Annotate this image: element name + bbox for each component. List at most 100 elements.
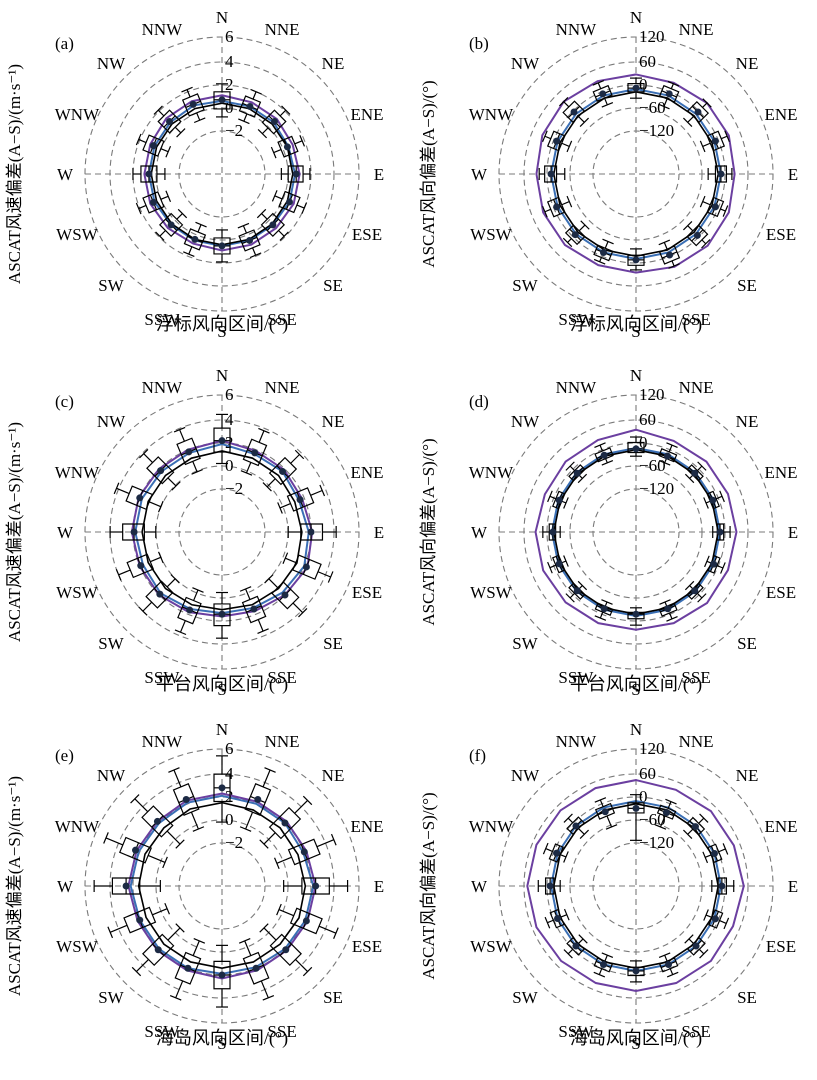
whisker-cap bbox=[175, 839, 185, 849]
mean-marker bbox=[132, 846, 140, 854]
direction-label: E bbox=[788, 165, 798, 184]
direction-label: SE bbox=[737, 988, 757, 1007]
box-nne bbox=[658, 442, 678, 466]
box-body bbox=[286, 487, 315, 512]
box-sse bbox=[237, 222, 262, 259]
whisker-cap bbox=[542, 842, 549, 855]
whisker bbox=[167, 477, 177, 487]
ring-tick-label: −120 bbox=[639, 833, 674, 852]
whisker-cap bbox=[654, 824, 667, 830]
direction-label: ENE bbox=[765, 105, 798, 124]
mean-marker bbox=[154, 946, 162, 954]
whisker bbox=[179, 620, 186, 633]
box-wsw bbox=[542, 195, 573, 218]
box-body bbox=[142, 134, 165, 157]
box-body bbox=[177, 596, 202, 625]
mean-marker bbox=[572, 822, 580, 830]
whisker bbox=[689, 585, 694, 590]
ring-tick-label: −120 bbox=[639, 479, 674, 498]
box-wsw bbox=[107, 902, 171, 939]
box-se bbox=[259, 923, 313, 977]
box-n bbox=[213, 413, 231, 465]
ring-tick-label: 120 bbox=[639, 385, 665, 404]
box-wsw bbox=[544, 908, 570, 929]
mean-marker bbox=[632, 256, 640, 264]
chart-panel-e: −20246NNNENEENEEESESESSESSSWSWWSWWWNWNWN… bbox=[5, 720, 384, 1053]
whisker-cap bbox=[302, 795, 313, 806]
direction-label: S bbox=[217, 1034, 226, 1053]
whisker-cap bbox=[270, 146, 277, 159]
mean-marker bbox=[218, 971, 226, 979]
whisker bbox=[279, 109, 287, 117]
whisker-cap bbox=[684, 934, 694, 944]
whisker bbox=[150, 556, 162, 563]
upper-line bbox=[534, 428, 738, 631]
box-e bbox=[707, 165, 733, 183]
mean-marker bbox=[281, 591, 289, 599]
direction-label: SSE bbox=[267, 310, 296, 329]
mean-marker bbox=[270, 118, 278, 126]
whisker bbox=[688, 938, 694, 944]
mean-marker bbox=[300, 848, 308, 856]
box-body bbox=[706, 490, 721, 510]
whisker-cap bbox=[601, 459, 614, 466]
whisker-cap bbox=[249, 252, 262, 259]
box-w bbox=[109, 523, 157, 541]
whisker-cap bbox=[330, 833, 337, 846]
box-body bbox=[717, 877, 728, 895]
mean-marker bbox=[302, 917, 310, 925]
box-body bbox=[564, 224, 586, 246]
ring-tick-label: 2 bbox=[225, 75, 234, 94]
box-body bbox=[213, 773, 231, 803]
box-w bbox=[538, 165, 566, 183]
box-e bbox=[283, 877, 349, 895]
box-ese bbox=[704, 554, 726, 574]
box-body bbox=[261, 109, 287, 135]
mean-marker bbox=[136, 916, 144, 924]
whisker-cap bbox=[666, 971, 679, 978]
mean-marker bbox=[555, 560, 563, 568]
box-body bbox=[544, 165, 558, 183]
mean-marker bbox=[709, 496, 717, 504]
box-body bbox=[594, 802, 616, 820]
whisker bbox=[138, 204, 147, 210]
box-wsw bbox=[547, 554, 569, 574]
mean-marker bbox=[570, 108, 578, 116]
whisker-cap bbox=[237, 222, 250, 229]
ring-tick-label: 4 bbox=[225, 52, 234, 71]
direction-label: E bbox=[374, 523, 384, 542]
box-body bbox=[213, 237, 231, 255]
whisker-cap bbox=[238, 937, 251, 944]
whisker-cap bbox=[702, 98, 712, 108]
mean-marker bbox=[599, 90, 607, 98]
whisker bbox=[668, 612, 673, 620]
whisker-cap bbox=[658, 952, 671, 959]
whisker-cap bbox=[135, 133, 142, 146]
ring-tick-label: −60 bbox=[639, 456, 666, 475]
box-n bbox=[627, 436, 645, 457]
box-body bbox=[548, 843, 564, 863]
box-body bbox=[714, 165, 728, 183]
whisker bbox=[705, 914, 713, 919]
box-wnw bbox=[135, 133, 172, 158]
whisker-cap bbox=[601, 101, 614, 108]
mean-marker bbox=[573, 587, 581, 595]
box-nw bbox=[563, 813, 590, 840]
whisker bbox=[561, 201, 570, 206]
box-body bbox=[158, 212, 184, 238]
whisker bbox=[705, 500, 711, 504]
x-axis-label: 海岛风向区间/(°) bbox=[570, 1028, 702, 1049]
mean-marker bbox=[711, 915, 719, 923]
direction-label: N bbox=[630, 8, 642, 27]
whisker-cap bbox=[563, 555, 569, 567]
whisker-cap bbox=[155, 231, 165, 241]
whisker-cap bbox=[282, 552, 289, 564]
panel-label: (b) bbox=[469, 34, 489, 53]
whisker bbox=[567, 948, 574, 955]
box-nne bbox=[238, 88, 262, 125]
whisker-cap bbox=[157, 551, 164, 564]
direction-label: WNW bbox=[55, 817, 100, 836]
whisker-cap bbox=[113, 482, 120, 495]
whisker bbox=[704, 854, 712, 858]
whisker-cap bbox=[559, 97, 569, 107]
